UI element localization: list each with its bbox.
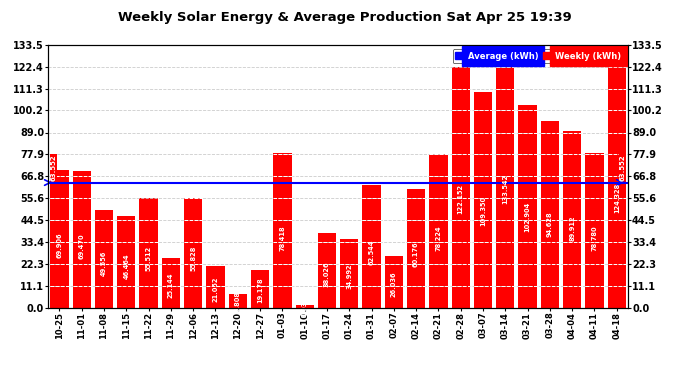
Text: 6.808: 6.808 xyxy=(235,291,241,312)
Bar xyxy=(318,233,336,308)
Bar xyxy=(541,122,559,308)
Text: 133.542: 133.542 xyxy=(502,174,509,204)
Text: 69.470: 69.470 xyxy=(79,233,85,259)
Text: 78.780: 78.780 xyxy=(591,225,598,251)
Text: 55.828: 55.828 xyxy=(190,245,196,271)
Bar xyxy=(251,270,269,308)
Bar xyxy=(608,63,626,308)
Bar xyxy=(585,153,604,308)
Bar xyxy=(139,198,158,308)
Bar xyxy=(451,68,470,308)
Text: 69.906: 69.906 xyxy=(57,233,63,258)
Text: 122.152: 122.152 xyxy=(457,184,464,214)
Legend: Average (kWh), Weekly (kWh): Average (kWh), Weekly (kWh) xyxy=(453,49,624,63)
Text: 124.328: 124.328 xyxy=(613,182,620,213)
Bar xyxy=(474,93,492,308)
Text: 62.544: 62.544 xyxy=(368,239,375,265)
Bar xyxy=(117,216,135,308)
Text: 46.464: 46.464 xyxy=(124,254,129,279)
Bar xyxy=(50,170,68,308)
Bar xyxy=(228,294,247,307)
Text: 102.904: 102.904 xyxy=(524,201,531,232)
Text: 19.178: 19.178 xyxy=(257,278,263,303)
Bar xyxy=(429,154,448,308)
Text: 34.992: 34.992 xyxy=(346,264,353,290)
Text: 1.030: 1.030 xyxy=(302,296,308,317)
Text: 94.628: 94.628 xyxy=(547,211,553,237)
Bar xyxy=(362,184,381,308)
Text: 78.224: 78.224 xyxy=(435,225,442,251)
Text: 89.912: 89.912 xyxy=(569,215,575,241)
Bar xyxy=(340,239,358,308)
Bar xyxy=(161,258,180,308)
Bar xyxy=(206,266,225,308)
Text: 38.026: 38.026 xyxy=(324,261,330,286)
Bar xyxy=(385,256,403,307)
Text: 109.350: 109.350 xyxy=(480,196,486,226)
Text: 26.036: 26.036 xyxy=(391,272,397,297)
Bar xyxy=(518,105,537,308)
Text: 55.512: 55.512 xyxy=(146,246,152,271)
Bar xyxy=(563,131,581,308)
Text: 63.552: 63.552 xyxy=(620,154,626,181)
Text: 78.418: 78.418 xyxy=(279,225,286,251)
Bar xyxy=(72,171,91,308)
Bar xyxy=(295,306,314,308)
Text: Weekly Solar Energy & Average Production Sat Apr 25 19:39: Weekly Solar Energy & Average Production… xyxy=(118,11,572,24)
Text: 25.144: 25.144 xyxy=(168,273,174,298)
Text: 60.176: 60.176 xyxy=(413,242,419,267)
Text: 21.052: 21.052 xyxy=(213,276,219,302)
Text: 63.552: 63.552 xyxy=(50,154,57,181)
Bar xyxy=(407,189,425,308)
Bar xyxy=(273,153,291,308)
Bar xyxy=(496,45,515,308)
Bar xyxy=(95,210,113,308)
Text: 49.556: 49.556 xyxy=(101,251,107,276)
Bar xyxy=(184,198,202,308)
